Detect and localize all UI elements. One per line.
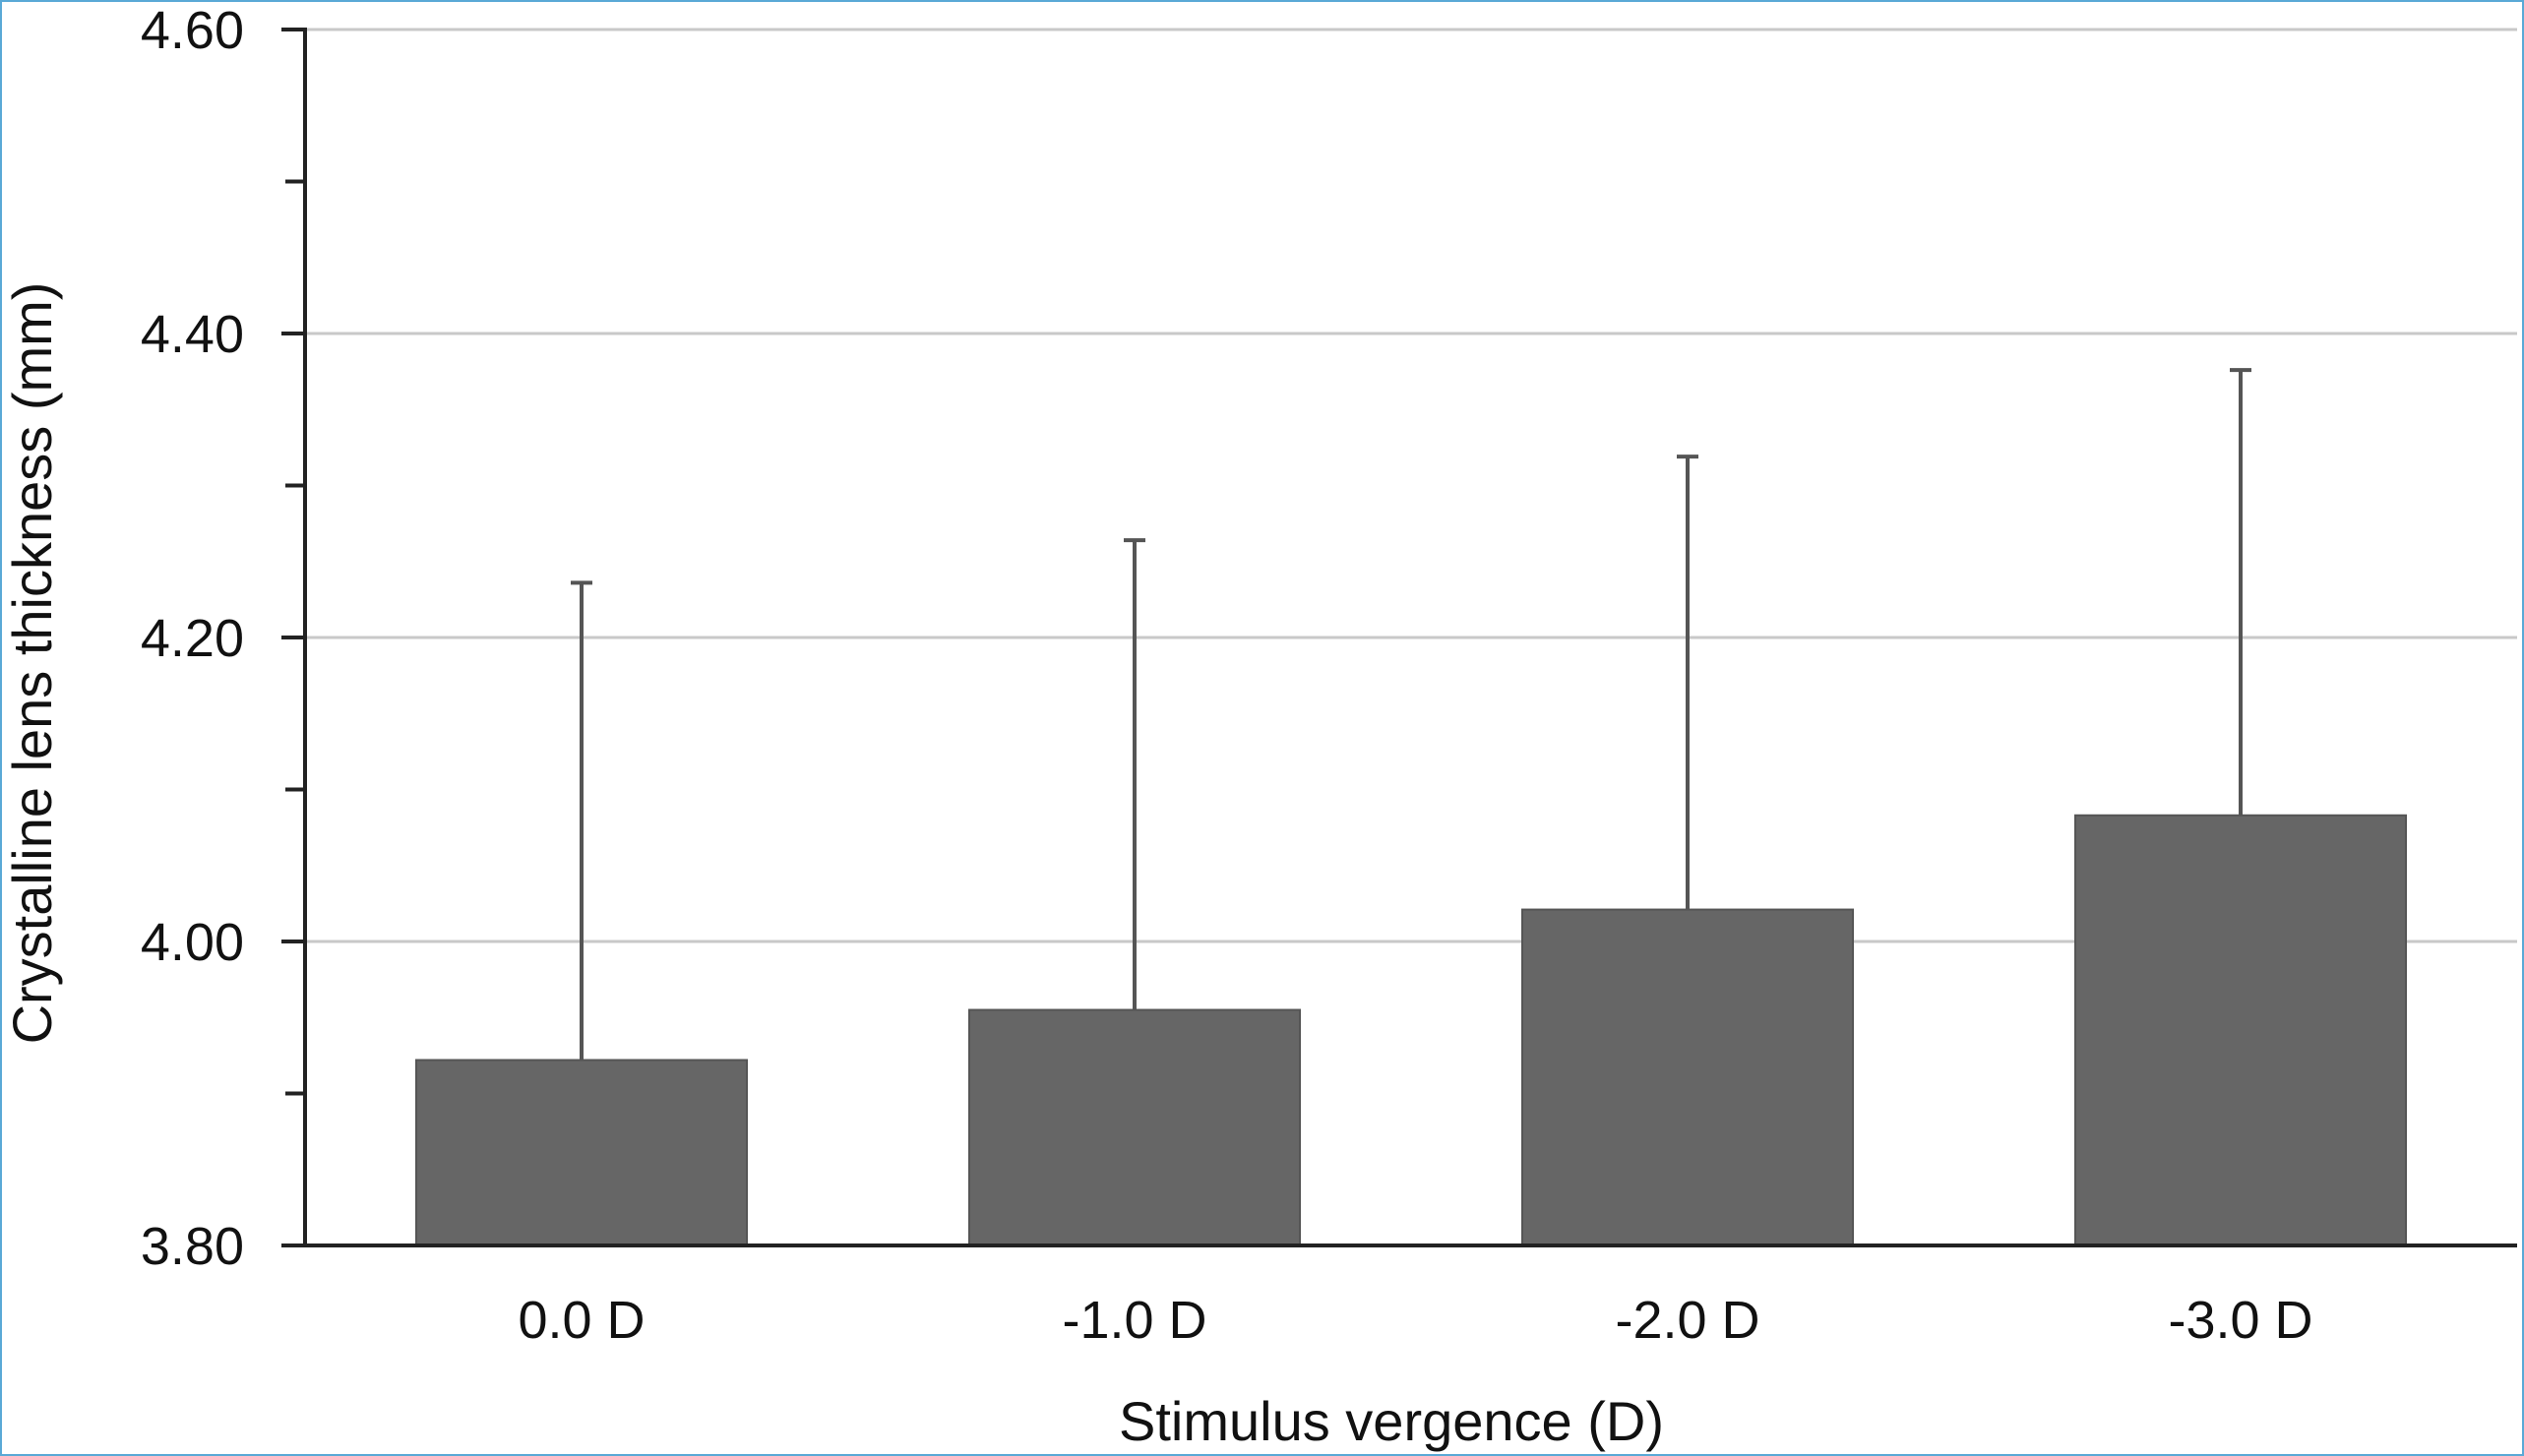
y-tick-label: 4.20	[141, 609, 244, 668]
y-tick-label: 4.60	[141, 2, 244, 60]
bar-layer	[415, 814, 2407, 1247]
y-tick-label: 4.40	[141, 305, 244, 364]
grid-layer	[305, 28, 2517, 943]
y-axis-title: Crystalline lens thickness (mm)	[2, 282, 63, 1045]
x-tick-label: -2.0 D	[1615, 1291, 1759, 1350]
y-tick-label: 4.00	[141, 913, 244, 972]
bar	[415, 1059, 748, 1247]
x-tick-label: 0.0 D	[518, 1291, 645, 1350]
x-tick-label: -1.0 D	[1062, 1291, 1206, 1350]
y-tick-label: 3.80	[141, 1217, 244, 1276]
bar	[2074, 814, 2407, 1246]
x-axis-title: Stimulus vergence (D)	[1119, 1390, 1664, 1452]
bar	[1521, 908, 1854, 1246]
label-layer: 0.0 D -1.0 D -2.0 D -3.0 D 3.80 4.00 4.20 4.40 4…	[141, 2, 2313, 1350]
x-tick-label: -3.0 D	[2168, 1291, 2312, 1350]
axis-layer	[281, 28, 2517, 1247]
error-bar-layer	[571, 368, 2251, 1061]
bar	[968, 1008, 1301, 1247]
